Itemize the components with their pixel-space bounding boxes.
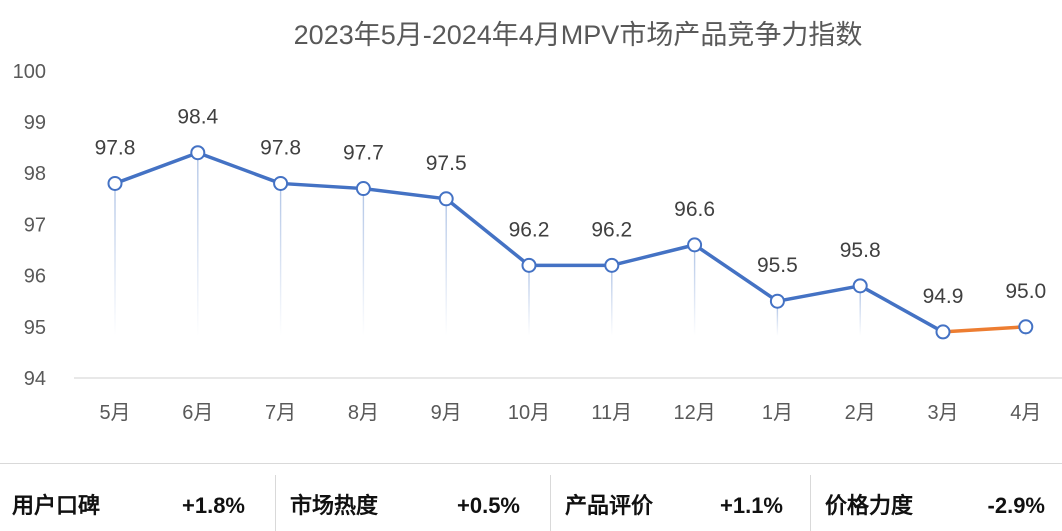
data-label: 96.2: [509, 218, 550, 241]
drop-line: [114, 189, 116, 336]
summary-item-product-rating: 产品评价 +1.1%: [551, 464, 810, 531]
data-label: 96.6: [674, 198, 715, 221]
data-point: [107, 175, 123, 191]
data-point: [935, 324, 951, 340]
data-point: [438, 191, 454, 207]
x-tick-label: 11月: [591, 402, 632, 424]
drop-line: [362, 194, 365, 336]
x-tick-label: 6月: [182, 402, 213, 424]
drop-line: [859, 291, 861, 336]
data-point: [852, 278, 868, 294]
summary-divider: [810, 475, 811, 531]
x-tick-label: 9月: [431, 402, 462, 424]
x-tick-label: 3月: [927, 402, 958, 424]
y-tick-label: 100: [13, 61, 46, 83]
summary-label: 市场热度: [290, 493, 379, 518]
data-point: [604, 257, 620, 273]
x-tick-label: 1月: [762, 402, 793, 424]
x-tick-label: 5月: [99, 402, 130, 424]
y-tick-label: 96: [24, 266, 46, 288]
y-tick-label: 94: [24, 368, 46, 390]
data-label: 95.8: [840, 239, 881, 262]
summary-value: +0.5%: [457, 493, 520, 518]
data-label: 97.8: [95, 136, 136, 159]
data-point: [521, 257, 537, 273]
series-line-last-segment: [941, 325, 1028, 334]
summary-label: 用户口碑: [12, 493, 101, 518]
y-tick-label: 97: [24, 214, 46, 236]
data-label: 97.7: [343, 142, 384, 165]
summary-label: 产品评价: [565, 493, 654, 518]
drop-line: [279, 189, 282, 336]
summary-divider: [275, 475, 276, 531]
data-label: 96.2: [591, 218, 632, 241]
data-label: 98.4: [177, 106, 218, 129]
data-point: [769, 293, 785, 309]
drop-line: [445, 204, 447, 336]
summary-label: 价格力度: [825, 493, 914, 518]
data-label: 97.8: [260, 136, 301, 159]
drop-line: [776, 307, 779, 336]
data-point: [687, 237, 703, 253]
summary-bar: 用户口碑 +1.8% 市场热度 +0.5% 产品评价 +1.1% 价格力度 -2…: [0, 463, 1062, 531]
data-point: [355, 181, 371, 197]
summary-value: +1.8%: [182, 493, 245, 518]
data-label: 95.5: [757, 254, 798, 277]
drop-line: [528, 271, 530, 336]
y-tick-label: 95: [24, 317, 46, 339]
x-tick-label: 7月: [265, 402, 296, 424]
data-label: 94.9: [923, 285, 964, 308]
data-point: [273, 175, 289, 191]
line-chart: 2023年5月-2024年4月MPV市场产品竞争力指数 100 99 98 97 96 9…: [13, 20, 1062, 424]
x-tick-label: 10月: [508, 402, 550, 424]
y-tick-label: 98: [24, 163, 46, 185]
drop-lines: [114, 158, 1027, 336]
x-tick-label: 8月: [348, 402, 379, 424]
summary-divider: [550, 475, 551, 531]
summary-value: -2.9%: [987, 493, 1045, 518]
data-point: [190, 145, 206, 161]
chart-title: 2023年5月-2024年4月MPV市场产品竞争力指数: [294, 20, 863, 50]
data-label: 97.5: [426, 152, 467, 175]
series-markers: [107, 145, 1034, 340]
drop-line: [197, 158, 199, 336]
summary-item-market-heat: 市场热度 +0.5%: [276, 464, 550, 531]
series-lines: [113, 150, 1028, 334]
y-tick-label: 99: [24, 112, 46, 134]
drop-line: [611, 271, 613, 336]
chart-labels: 100 99 98 97 96 95 94 5月 6月 7月 8月 9月 10月 11月 12月 1月 2月 3月…: [13, 61, 1047, 424]
summary-item-user-reputation: 用户口碑 +1.8%: [0, 464, 275, 531]
x-tick-label: 12月: [673, 402, 715, 424]
summary-item-price-strength: 价格力度 -2.9%: [811, 464, 1062, 531]
x-tick-label: 2月: [845, 402, 876, 424]
x-tick-label: 4月: [1010, 402, 1041, 424]
drop-line: [1025, 332, 1027, 336]
summary-value: +1.1%: [720, 493, 783, 518]
data-point: [1018, 319, 1034, 335]
drop-line: [693, 250, 696, 336]
data-label: 95.0: [1005, 280, 1046, 303]
